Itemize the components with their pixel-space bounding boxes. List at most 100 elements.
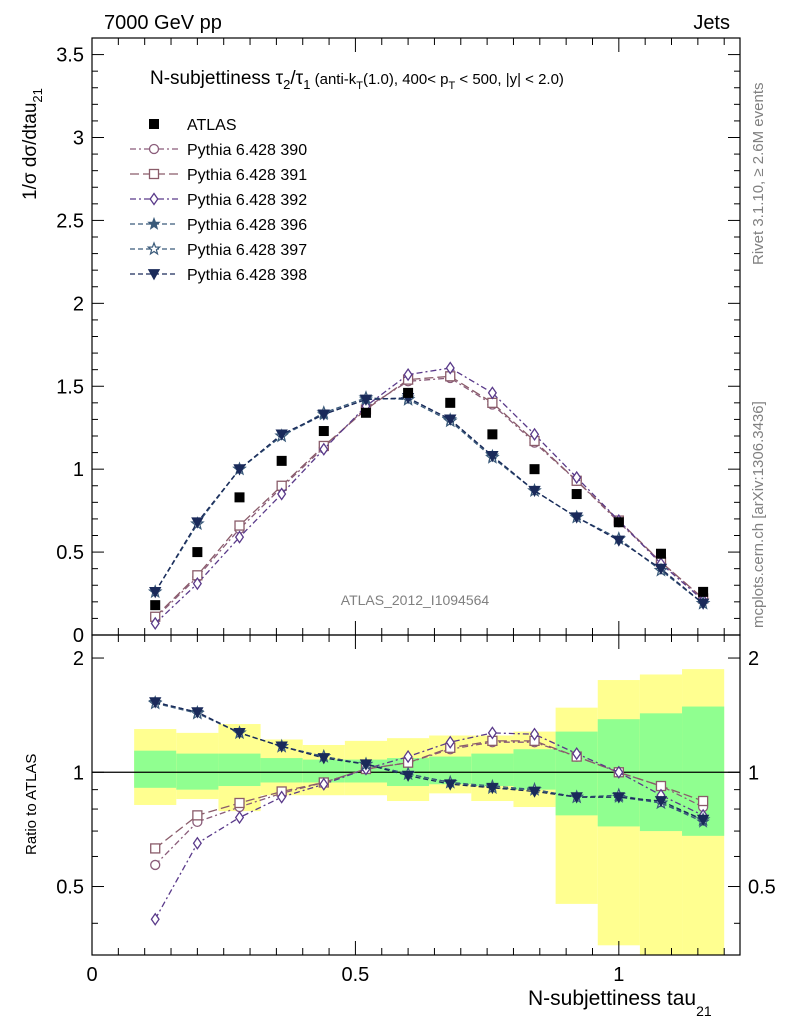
atlas-data-point bbox=[445, 397, 456, 408]
atlas-data-point bbox=[360, 407, 371, 418]
series-point-5 bbox=[612, 535, 626, 547]
mcplots-label: mcplots.cern.ch [arXiv:1306.3436] bbox=[750, 401, 767, 628]
series-line-4 bbox=[154, 397, 704, 605]
title-sub1: 1 bbox=[303, 77, 310, 92]
atlas-data-point bbox=[529, 464, 540, 475]
series-point-5 bbox=[149, 586, 162, 599]
title-paren-sub-t2: T bbox=[449, 80, 456, 92]
ratio-point-1 bbox=[697, 795, 709, 807]
series-point-5 bbox=[233, 464, 246, 476]
y-tick-label: 3 bbox=[73, 128, 84, 150]
ratio-point-1 bbox=[150, 843, 161, 854]
legend-label-5: Pythia 6.428 398 bbox=[187, 267, 307, 284]
series-point-5 bbox=[654, 563, 668, 575]
green-band-bin bbox=[218, 753, 261, 787]
ratio-point-5 bbox=[191, 707, 204, 719]
green-band-bin bbox=[260, 758, 303, 783]
legend-marker-0 bbox=[148, 143, 160, 155]
legend-marker-atlas bbox=[149, 119, 159, 129]
ratio-point-5 bbox=[233, 727, 246, 740]
xlabel-sub: 21 bbox=[696, 1003, 712, 1019]
title-paren-a: (anti-k bbox=[310, 71, 356, 88]
series-point-5 bbox=[486, 450, 499, 463]
ratio-point-2 bbox=[234, 810, 245, 825]
atlas-data-point bbox=[698, 586, 709, 597]
series-point-2 bbox=[403, 367, 413, 382]
green-band-bin bbox=[134, 750, 177, 788]
title-paren-sub-t: T bbox=[356, 80, 363, 92]
ratio-line-1 bbox=[154, 740, 704, 849]
series-line-0 bbox=[154, 377, 704, 619]
ylabel-sub: 21 bbox=[30, 88, 45, 102]
series-line-5 bbox=[154, 397, 704, 605]
atlas-data-point bbox=[571, 489, 582, 500]
series-point-5 bbox=[359, 394, 373, 406]
y-axis-label: 1/σ dσ/dtau21 bbox=[20, 88, 45, 200]
legend-label-3: Pythia 6.428 396 bbox=[187, 217, 307, 234]
series-point-2 bbox=[487, 386, 497, 400]
legend: ATLAS Pythia 6.428 390 Pythia 6.428 391 Pyt… bbox=[130, 117, 307, 284]
title-slash: /τ bbox=[290, 68, 303, 89]
y-tick-label: 0.5 bbox=[56, 542, 84, 564]
analysis-watermark: ATLAS_2012_I1094564 bbox=[341, 592, 490, 608]
ratio-point-5 bbox=[570, 792, 583, 804]
ratio-tick-label-right: 0.5 bbox=[748, 877, 776, 899]
green-band-bin bbox=[176, 753, 219, 790]
series-point-2 bbox=[234, 530, 245, 544]
chart-title: N-subjettiness τ2/τ1 (anti-kT(1.0), 400<… bbox=[150, 68, 564, 92]
ratio-tick-label: 2 bbox=[73, 648, 84, 670]
ratio-point-5 bbox=[275, 741, 288, 753]
ratio-point-5 bbox=[654, 796, 668, 808]
y-tick-label: 1.5 bbox=[56, 376, 84, 398]
ratio-point-2 bbox=[150, 912, 160, 926]
ratio-point-5 bbox=[696, 814, 710, 827]
x-tick-label: 1 bbox=[613, 964, 624, 986]
main-series bbox=[147, 361, 711, 631]
x-tick-label: 0.5 bbox=[342, 964, 370, 986]
ratio-point-1 bbox=[234, 797, 245, 809]
series-point-2 bbox=[445, 361, 455, 375]
ylabel-main: 1/σ dσ/dtau bbox=[20, 103, 41, 200]
atlas-data-point bbox=[150, 600, 161, 611]
y-tick-label: 0 bbox=[73, 625, 84, 647]
y-tick-label: 2.5 bbox=[56, 210, 84, 232]
legend-label-0: Pythia 6.428 390 bbox=[187, 142, 307, 159]
ratio-point-5 bbox=[486, 782, 499, 795]
atlas-data-point bbox=[403, 387, 414, 398]
series-point-2 bbox=[277, 487, 287, 501]
series-point-2 bbox=[529, 427, 540, 441]
atlas-data-point bbox=[192, 547, 203, 558]
atlas-data-point bbox=[276, 455, 287, 466]
ratio-point-5 bbox=[401, 770, 415, 782]
legend-marker-3 bbox=[147, 216, 161, 230]
ratio-point-2 bbox=[614, 765, 624, 779]
legend-marker-4 bbox=[146, 241, 162, 256]
ratio-point-5 bbox=[612, 792, 626, 804]
series-point-1 bbox=[487, 397, 498, 408]
legend-marker-2 bbox=[149, 192, 159, 206]
ratio-axis-label: Ratio to ATLAS bbox=[23, 754, 40, 855]
ratio-point-5 bbox=[528, 786, 541, 798]
rivet-label: Rivet 3.1.10, ≥ 2.6M events bbox=[750, 83, 767, 266]
ratio-point-2 bbox=[572, 746, 582, 761]
green-band-bin bbox=[302, 759, 345, 783]
title-main: N-subjettiness τ bbox=[150, 68, 284, 89]
y-tick-label: 2 bbox=[73, 293, 84, 315]
ratio-tick-label-right: 2 bbox=[748, 648, 759, 670]
ratio-tick-label: 0.5 bbox=[56, 877, 84, 899]
ratio-series bbox=[147, 695, 711, 926]
ratio-point-2 bbox=[403, 749, 413, 764]
series-point-5 bbox=[317, 409, 330, 421]
atlas-data-point bbox=[487, 429, 498, 440]
energy-label: 7000 GeV pp bbox=[104, 12, 222, 34]
ratio-tick-label: 1 bbox=[73, 762, 84, 784]
series-point-5 bbox=[191, 517, 204, 529]
legend-label-atlas: ATLAS bbox=[187, 117, 237, 134]
series-line-2 bbox=[154, 367, 704, 624]
ratio-line-2 bbox=[154, 732, 704, 920]
atlas-data-point bbox=[613, 517, 624, 528]
type-label: Jets bbox=[693, 12, 730, 34]
ratio-point-5 bbox=[359, 759, 373, 771]
title-paren-b: (1.0), 400< p bbox=[363, 71, 448, 88]
